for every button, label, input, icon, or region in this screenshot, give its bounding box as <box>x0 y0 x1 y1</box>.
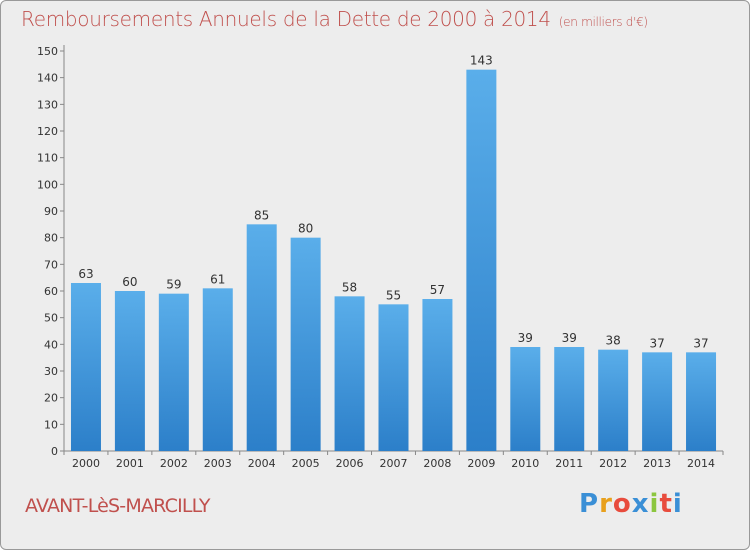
bar-2000 <box>70 283 101 451</box>
x-tick-label: 2014 <box>687 457 715 470</box>
bar-value-label: 143 <box>470 54 493 68</box>
brand-letter: x <box>631 489 650 519</box>
bar-value-label: 60 <box>122 275 137 289</box>
bar-2010 <box>510 347 541 451</box>
x-tick-label: 2012 <box>599 457 627 470</box>
bar-2002 <box>158 293 189 451</box>
bar-value-label: 63 <box>78 267 93 281</box>
bar-2008 <box>422 299 453 451</box>
bar-value-label: 85 <box>254 208 269 222</box>
x-tick-label: 2010 <box>511 457 539 470</box>
bar-value-label: 37 <box>649 336 664 350</box>
bar-value-label: 61 <box>210 272 225 286</box>
bar-value-label: 58 <box>342 280 357 294</box>
x-tick-label: 2011 <box>555 457 583 470</box>
bar-2009 <box>466 69 497 452</box>
bar-value-label: 55 <box>386 288 401 302</box>
y-tick-label: 110 <box>37 152 58 165</box>
chart-title: Remboursements Annuels de la Dette de 20… <box>21 7 648 31</box>
y-tick-label: 30 <box>44 365 58 378</box>
bar-2007 <box>378 304 409 451</box>
bar-value-label: 59 <box>166 278 181 292</box>
x-tick-label: 2013 <box>643 457 671 470</box>
bar-2012 <box>598 349 629 451</box>
brand-letter: r <box>599 489 613 519</box>
chart-axes: 0 10 20 30 40 50 60 70 80 90 100 110 120 130 140 150 200… <box>37 45 724 470</box>
y-tick-label: 140 <box>37 72 58 85</box>
x-tick-label: 2008 <box>423 457 451 470</box>
x-tick-label: 2009 <box>467 457 495 470</box>
x-tick-label: 2005 <box>292 457 320 470</box>
bar-2013 <box>642 352 673 451</box>
brand-letter: o <box>612 489 632 519</box>
bar-value-label: 39 <box>562 331 577 345</box>
bar-2011 <box>554 347 585 451</box>
proxiti-logo: Proxiti <box>579 489 683 519</box>
bar-value-label: 39 <box>518 331 533 345</box>
y-tick-label: 60 <box>44 285 58 298</box>
bar-2003 <box>202 288 233 451</box>
y-tick-label: 50 <box>44 312 58 325</box>
y-tick-label: 120 <box>37 125 58 138</box>
y-tick-label: 20 <box>44 392 58 405</box>
x-tick-label: 2007 <box>380 457 408 470</box>
bar-2004 <box>246 224 277 451</box>
y-tick-label: 150 <box>37 45 58 58</box>
brand-letter: i <box>672 489 683 519</box>
chart-title-text: Remboursements Annuels de la Dette de 20… <box>21 7 551 31</box>
y-tick-label: 40 <box>44 338 58 351</box>
bar-2005 <box>290 237 321 451</box>
bar-value-label: 38 <box>606 334 621 348</box>
bar-2006 <box>334 296 365 451</box>
y-tick-label: 70 <box>44 258 58 271</box>
bar-value-label: 80 <box>298 222 313 236</box>
brand-letter: t <box>659 489 673 519</box>
x-tick-label: 2004 <box>248 457 276 470</box>
bar-value-label: 37 <box>693 336 708 350</box>
y-tick-label: 10 <box>44 418 58 431</box>
x-tick-label: 2003 <box>204 457 232 470</box>
bar-2001 <box>114 291 145 451</box>
x-tick-label: 2006 <box>336 457 364 470</box>
y-tick-label: 90 <box>44 205 58 218</box>
x-tick-label: 2000 <box>72 457 100 470</box>
x-tick-label: 2001 <box>116 457 144 470</box>
chart-bars: 63 60 59 61 85 80 58 55 57 143 39 39 38 37 37 <box>70 54 717 452</box>
bar-value-label: 57 <box>430 283 445 297</box>
y-tick-label: 0 <box>51 445 58 458</box>
brand-letter: i <box>649 489 660 519</box>
bar-2014 <box>686 352 717 451</box>
y-tick-label: 130 <box>37 98 58 111</box>
brand-letter: P <box>579 489 600 519</box>
y-tick-label: 100 <box>37 178 58 191</box>
x-tick-label: 2002 <box>160 457 188 470</box>
chart-unit: (en milliers d'€) <box>558 15 648 29</box>
y-tick-label: 80 <box>44 232 58 245</box>
municipality-name: AVANT-LèS-MARCILLY <box>25 495 211 517</box>
